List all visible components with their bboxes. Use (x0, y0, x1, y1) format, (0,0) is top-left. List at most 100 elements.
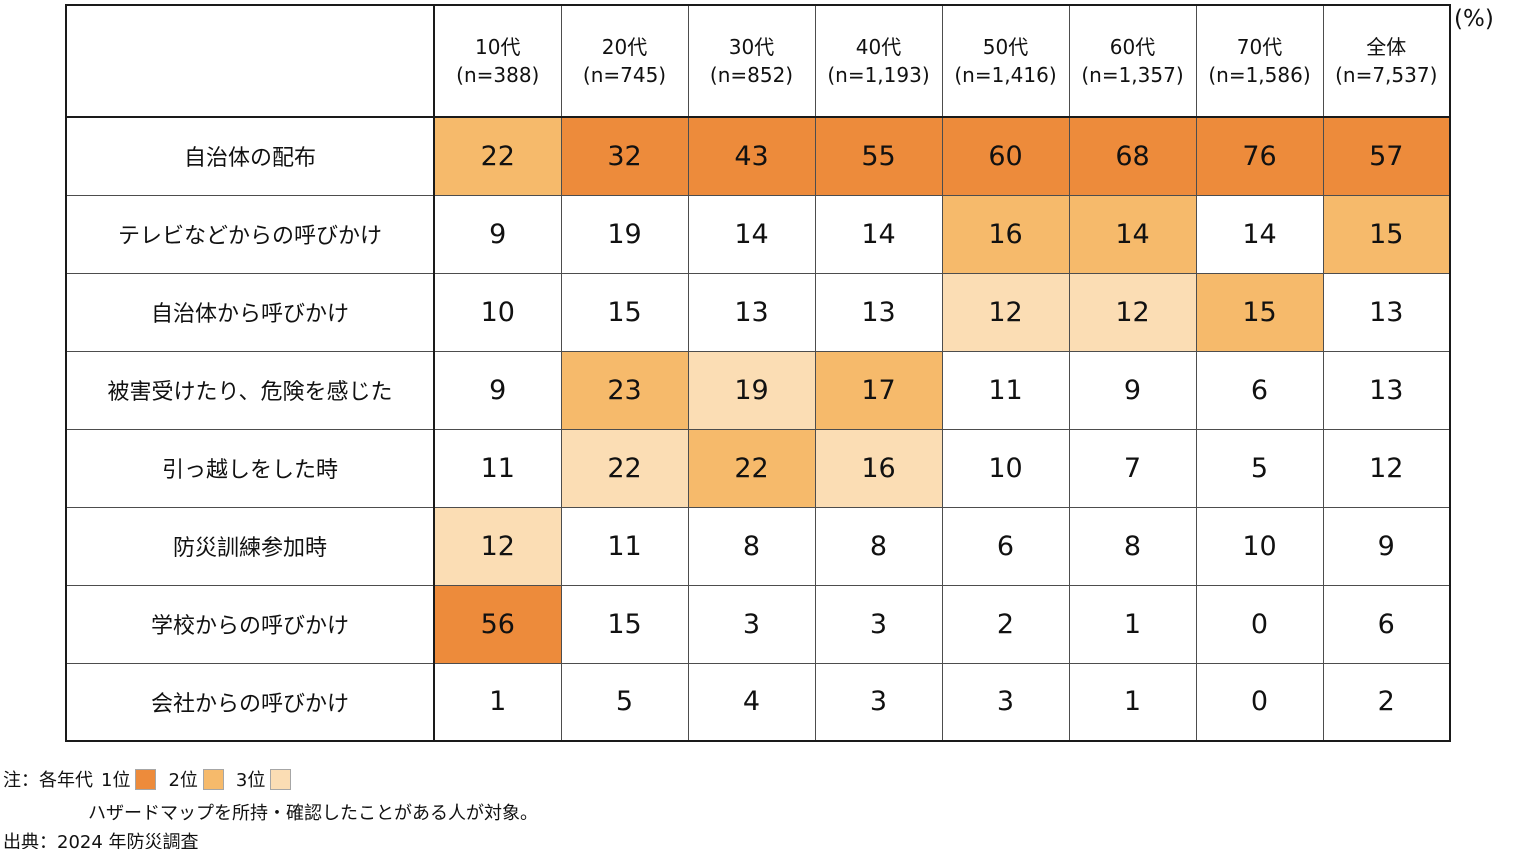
value-cell: 43 (687, 116, 816, 196)
value-cell: 2 (941, 584, 1070, 664)
value-cell: 10 (941, 428, 1070, 508)
value-cell: 11 (560, 506, 689, 586)
sample-size-label: (n=1,357) (1081, 63, 1184, 87)
value-cell: 12 (433, 506, 562, 586)
age-column-header: 30代 (n=852) (687, 4, 816, 118)
header-row: 10代 (n=388) 20代 (n=745) 30代 (n=852) 40代 (n=1,19… (65, 4, 1451, 118)
age-label: 40代 (855, 35, 902, 59)
table-row: 防災訓練参加時 12 11 8 8 6 8 10 9 (65, 506, 1451, 586)
value-cell: 19 (687, 350, 816, 430)
value-cell: 9 (1068, 350, 1197, 430)
value-cell: 16 (941, 194, 1070, 274)
value-cell: 9 (433, 350, 562, 430)
value-cell: 4 (687, 662, 816, 742)
value-cell: 16 (814, 428, 943, 508)
age-label: 10代 (475, 35, 521, 59)
source-note: 出典：2024 年防災調査 (3, 832, 199, 849)
value-cell: 11 (433, 428, 562, 508)
value-cell: 12 (1322, 428, 1451, 508)
value-cell: 5 (1195, 428, 1324, 508)
row-label: 引っ越しをした時 (65, 428, 435, 508)
table-body: 自治体の配布 22 32 43 55 60 68 76 57 テレビなどからの呼びかけ 9 19 14 1… (65, 116, 1451, 742)
value-cell: 68 (1068, 116, 1197, 196)
value-cell: 8 (814, 506, 943, 586)
value-cell: 5 (560, 662, 689, 742)
row-label: 会社からの呼びかけ (65, 662, 435, 742)
value-cell: 22 (560, 428, 689, 508)
row-label: 被害受けたり、危険を感じた (65, 350, 435, 430)
legend-color-swatch (202, 768, 224, 790)
value-cell: 1 (1068, 662, 1197, 742)
value-cell: 60 (941, 116, 1070, 196)
legend-items: 1位 2位 3位 (101, 766, 303, 792)
value-cell: 10 (433, 272, 562, 352)
sample-size-label: (n=745) (582, 63, 667, 87)
age-column-header: 全体 (n=7,537) (1322, 4, 1451, 118)
table-row: 自治体の配布 22 32 43 55 60 68 76 57 (65, 116, 1451, 196)
legend-prefix: 注：各年代 (3, 770, 93, 791)
row-label: 学校からの呼びかけ (65, 584, 435, 664)
value-cell: 13 (1322, 272, 1451, 352)
value-cell: 10 (1195, 506, 1324, 586)
value-cell: 12 (941, 272, 1070, 352)
value-cell: 57 (1322, 116, 1451, 196)
value-cell: 9 (1322, 506, 1451, 586)
table-row: 自治体から呼びかけ 10 15 13 13 12 12 15 13 (65, 272, 1451, 352)
value-cell: 3 (814, 662, 943, 742)
sample-size-label: (n=388) (456, 63, 540, 87)
value-cell: 22 (433, 116, 562, 196)
row-label: 防災訓練参加時 (65, 506, 435, 586)
sample-size-label: (n=1,416) (954, 63, 1057, 87)
table-row: 学校からの呼びかけ 56 15 3 3 2 1 0 6 (65, 584, 1451, 664)
value-cell: 6 (941, 506, 1070, 586)
value-cell: 12 (1068, 272, 1197, 352)
row-label: 自治体の配布 (65, 116, 435, 196)
value-cell: 23 (560, 350, 689, 430)
legend-rank-label: 1位 (101, 770, 131, 791)
legend-item: 2位 (168, 766, 224, 792)
table-row: 被害受けたり、危険を感じた 9 23 19 17 11 9 6 13 (65, 350, 1451, 430)
value-cell: 15 (560, 272, 689, 352)
age-label: 50代 (982, 35, 1029, 59)
value-cell: 19 (560, 194, 689, 274)
age-column-header: 10代 (n=388) (433, 4, 562, 118)
age-label: 全体 (1366, 35, 1407, 59)
value-cell: 3 (687, 584, 816, 664)
row-label: 自治体から呼びかけ (65, 272, 435, 352)
value-cell: 7 (1068, 428, 1197, 508)
sample-size-label: (n=1,586) (1208, 63, 1311, 87)
age-label: 30代 (728, 35, 775, 59)
value-cell: 17 (814, 350, 943, 430)
value-cell: 13 (687, 272, 816, 352)
legend-rank-label: 2位 (168, 770, 198, 791)
age-column-header: 70代 (n=1,586) (1195, 4, 1324, 118)
legend-item: 3位 (236, 766, 292, 792)
age-label: 60代 (1109, 35, 1156, 59)
value-cell: 11 (941, 350, 1070, 430)
scope-note: ハザードマップを所持・確認したことがある人が対象。 (88, 803, 538, 824)
legend-color-swatch (270, 768, 292, 790)
value-cell: 6 (1195, 350, 1324, 430)
value-cell: 15 (1322, 194, 1451, 274)
value-cell: 14 (1195, 194, 1324, 274)
table-row: 会社からの呼びかけ 1 5 4 3 3 1 0 2 (65, 662, 1451, 742)
value-cell: 8 (687, 506, 816, 586)
table-row: 引っ越しをした時 11 22 22 16 10 7 5 12 (65, 428, 1451, 508)
value-cell: 0 (1195, 662, 1324, 742)
value-cell: 32 (560, 116, 689, 196)
value-cell: 55 (814, 116, 943, 196)
value-cell: 0 (1195, 584, 1324, 664)
value-cell: 22 (687, 428, 816, 508)
age-column-header: 50代 (n=1,416) (941, 4, 1070, 118)
value-cell: 3 (941, 662, 1070, 742)
sample-size-label: (n=1,193) (827, 63, 930, 87)
age-group-heatmap-table: 10代 (n=388) 20代 (n=745) 30代 (n=852) 40代 (n=1,19… (65, 4, 1451, 742)
value-cell: 56 (433, 584, 562, 664)
rank-legend: 注：各年代 1位 2位 3位 (3, 766, 538, 792)
value-cell: 1 (1068, 584, 1197, 664)
value-cell: 13 (814, 272, 943, 352)
value-cell: 14 (814, 194, 943, 274)
sample-size-label: (n=7,537) (1335, 63, 1438, 87)
row-label: テレビなどからの呼びかけ (65, 194, 435, 274)
